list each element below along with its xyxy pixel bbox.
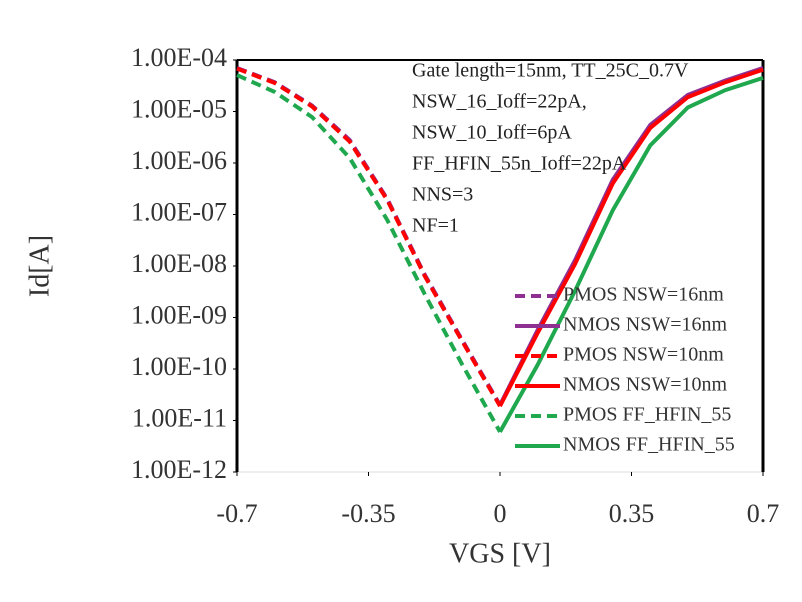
y-tick-label: 1.00E-04 xyxy=(131,43,227,72)
legend-label: PMOS FF_HFIN_55 xyxy=(563,404,731,426)
series-line xyxy=(498,75,764,433)
legend-label: NMOS FF_HFIN_55 xyxy=(563,434,735,456)
y-tick-label: 1.00E-07 xyxy=(131,197,227,226)
annotation: Gate length=15nm, TT_25C_0.7V xyxy=(412,60,689,82)
annotation: NF=1 xyxy=(412,215,459,237)
legend-label: PMOS NSW=16nm xyxy=(563,284,724,306)
y-tick-label: 1.00E-12 xyxy=(131,455,227,484)
legend-label: PMOS NSW=10nm xyxy=(563,344,724,366)
annotation: NNS=3 xyxy=(412,184,473,206)
x-tick-label: -0.7 xyxy=(216,499,257,528)
y-tick-label: 1.00E-11 xyxy=(132,403,227,432)
y-tick-label: 1.00E-06 xyxy=(131,146,227,175)
x-tick-label: 0.7 xyxy=(747,499,780,528)
x-tick-label: 0 xyxy=(494,499,507,528)
legend-label: NMOS NSW=16nm xyxy=(563,314,728,336)
annotation: NSW_10_Ioff=6pA xyxy=(412,122,572,144)
annotation: NSW_16_Ioff=22pA, xyxy=(412,91,587,113)
legend-label: NMOS NSW=10nm xyxy=(563,374,728,396)
y-tick-label: 1.00E-08 xyxy=(131,249,227,278)
y-tick-label: 1.00E-10 xyxy=(131,352,227,381)
series-line xyxy=(236,73,502,433)
x-tick-label: 0.35 xyxy=(609,499,655,528)
x-axis-label: VGS [V] xyxy=(449,538,551,569)
series-line xyxy=(498,67,764,408)
y-axis-label: Id[A] xyxy=(24,235,55,297)
y-tick-label: 1.00E-05 xyxy=(131,94,227,123)
series-line xyxy=(236,66,502,408)
x-tick-label: -0.35 xyxy=(341,499,395,528)
series-line xyxy=(236,66,502,407)
y-tick-label: 1.00E-09 xyxy=(131,300,227,329)
annotation: FF_HFIN_55n_Ioff=22pA xyxy=(412,153,627,175)
